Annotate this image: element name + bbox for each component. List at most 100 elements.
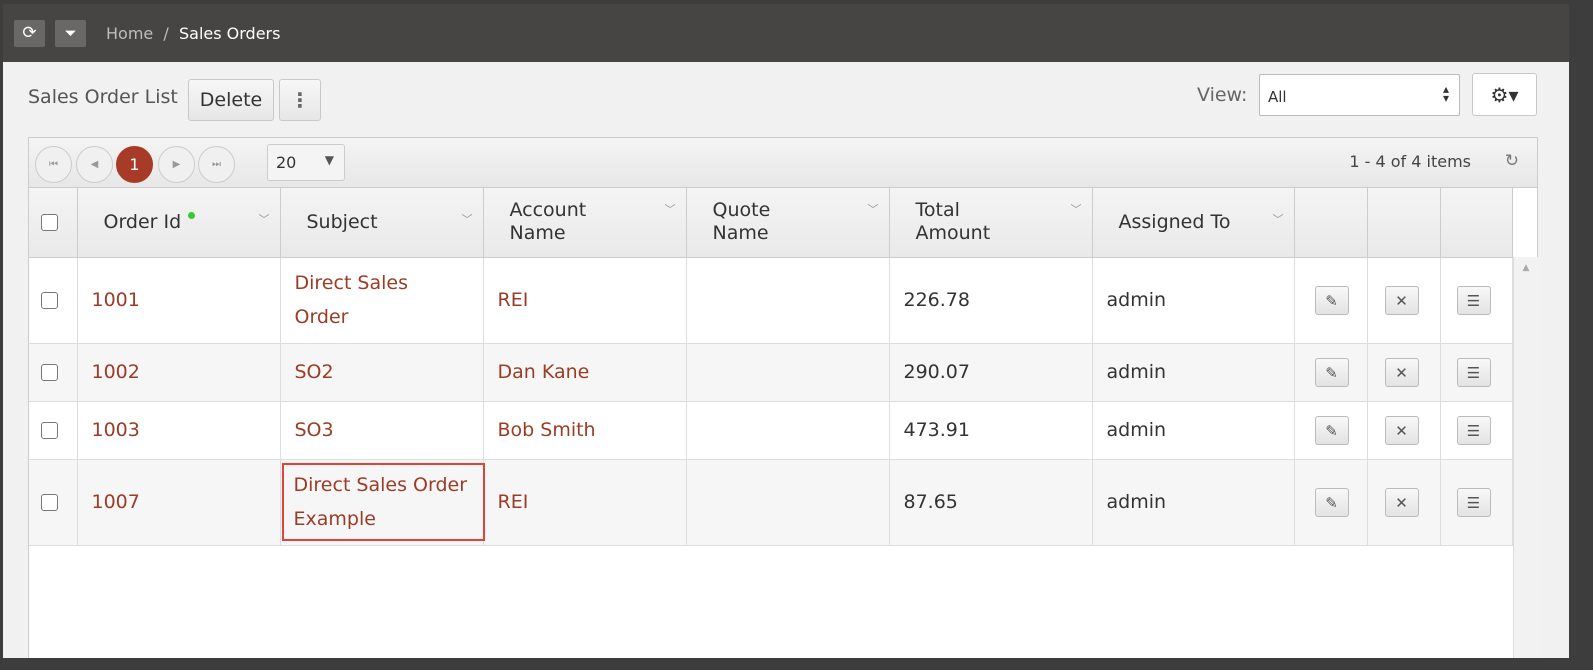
settings-button[interactable]: ⚙▾ [1472, 73, 1537, 116]
edit-pencil-icon[interactable]: ✎ [1314, 358, 1349, 387]
hamburger-menu-icon[interactable]: ☰ [1456, 286, 1491, 315]
account-link[interactable]: REI [497, 289, 529, 311]
page-1-button[interactable]: 1 [116, 146, 153, 183]
hamburger-menu-icon[interactable]: ☰ [1456, 358, 1491, 387]
col-label: Assigned To [1118, 210, 1231, 233]
app-window: ⟳ ⏷ Home / Sales Orders Sales Order List… [3, 4, 1569, 658]
quote-cell [686, 401, 890, 460]
header-row: Order Id ﹀ Subject ﹀ Account Name ﹀ Quote N… [29, 188, 1513, 258]
order-id-link[interactable]: 1002 [91, 361, 140, 383]
more-actions-button[interactable]: ⋮ [279, 79, 321, 121]
page-title: Sales Order List [28, 86, 178, 108]
col-edit [1294, 188, 1368, 258]
quote-cell [686, 459, 890, 546]
row-checkbox[interactable] [41, 422, 58, 439]
last-page-button[interactable]: ⏭ [198, 146, 235, 183]
sort-indicator-dot [187, 212, 195, 219]
row-select-cell [29, 459, 78, 546]
delete-x-icon[interactable]: ✕ [1384, 358, 1419, 387]
delete-cell: ✕ [1367, 343, 1441, 402]
order-id-cell: 1001 [77, 257, 281, 344]
assigned-cell: admin [1092, 257, 1295, 344]
delete-cell: ✕ [1367, 401, 1441, 460]
menu-cell: ☰ [1440, 257, 1513, 344]
menu-cell: ☰ [1440, 459, 1513, 546]
row-checkbox[interactable] [41, 494, 58, 511]
account-link[interactable]: Dan Kane [497, 361, 590, 383]
vertical-scrollbar[interactable]: ▲ [1513, 257, 1538, 658]
row-checkbox[interactable] [41, 364, 58, 381]
row-checkbox[interactable] [41, 292, 58, 309]
edit-pencil-icon[interactable]: ✎ [1314, 416, 1349, 445]
gear-icon: ⚙▾ [1490, 82, 1519, 107]
col-label: Order Id [103, 210, 182, 233]
delete-x-icon[interactable]: ✕ [1384, 416, 1419, 445]
account-cell: Dan Kane [483, 343, 687, 402]
col-quote-name[interactable]: Quote Name ﹀ [686, 188, 890, 258]
chevron-down-icon[interactable]: ﹀ [664, 203, 676, 216]
chevron-down-icon[interactable]: ﹀ [258, 213, 270, 226]
table-row: 1003 SO3 Bob Smith 473.91 admin ✎ ✕ ☰ [29, 401, 1513, 460]
page-size-select[interactable]: 20 ▼ [267, 144, 345, 181]
next-page-button[interactable]: ▶ [158, 146, 195, 183]
delete-cell: ✕ [1367, 459, 1441, 546]
edit-pencil-icon[interactable]: ✎ [1314, 286, 1349, 315]
col-label: Account Name [509, 199, 587, 245]
total-cell: 290.07 [889, 343, 1093, 402]
view-select[interactable]: All ▴ ▾ [1259, 74, 1460, 116]
col-label: Total Amount [915, 199, 991, 245]
order-id-link[interactable]: 1007 [91, 491, 140, 513]
filter-clear-icon[interactable]: ⏷ [55, 19, 86, 47]
subject-cell: Direct Sales Order [280, 257, 484, 344]
edit-pencil-icon[interactable]: ✎ [1314, 488, 1349, 517]
subject-link[interactable]: Direct Sales Order Example [293, 474, 468, 530]
col-order-id[interactable]: Order Id ﹀ [77, 188, 281, 258]
hamburger-menu-icon[interactable]: ☰ [1456, 416, 1491, 445]
pager-refresh-icon[interactable]: ↻ [1504, 151, 1519, 171]
chevron-down-icon[interactable]: ﹀ [1070, 203, 1082, 216]
first-page-button[interactable]: ⏮ [35, 146, 72, 183]
scroll-up-icon[interactable]: ▲ [1522, 263, 1530, 273]
col-account-name[interactable]: Account Name ﹀ [483, 188, 687, 258]
pager-info: 1 - 4 of 4 items [1349, 152, 1471, 171]
subject-cell: SO2 [280, 343, 484, 402]
dropdown-arrow-icon: ▼ [324, 153, 334, 167]
orders-table: Order Id ﹀ Subject ﹀ Account Name ﹀ Quote N… [29, 188, 1513, 546]
order-id-cell: 1007 [77, 459, 281, 546]
select-all-checkbox[interactable] [41, 213, 58, 231]
hamburger-menu-icon[interactable]: ☰ [1456, 488, 1491, 517]
subject-link[interactable]: Direct Sales Order [294, 272, 409, 328]
subject-link[interactable]: SO2 [294, 361, 334, 383]
chevron-down-icon[interactable]: ﹀ [867, 203, 879, 216]
account-cell: REI [483, 459, 687, 546]
table-row: 1007 Direct Sales Order Example REI 87.6… [29, 459, 1513, 546]
highlight-box: Direct Sales Order Example [281, 463, 485, 541]
refresh-icon[interactable]: ⟳ [14, 19, 45, 47]
prev-page-button[interactable]: ◀ [76, 146, 113, 183]
menu-cell: ☰ [1440, 343, 1513, 402]
subject-cell: Direct Sales Order Example [280, 459, 485, 546]
breadcrumb-home[interactable]: Home [106, 23, 154, 43]
quote-cell [686, 257, 890, 344]
account-link[interactable]: Bob Smith [497, 419, 596, 441]
subject-link[interactable]: SO3 [294, 419, 334, 441]
order-id-link[interactable]: 1003 [91, 419, 140, 441]
col-subject[interactable]: Subject ﹀ [280, 188, 484, 258]
col-total-amount[interactable]: Total Amount ﹀ [889, 188, 1093, 258]
total-cell: 87.65 [889, 459, 1093, 546]
assigned-cell: admin [1092, 401, 1295, 460]
delete-x-icon[interactable]: ✕ [1384, 488, 1419, 517]
breadcrumb-current: Sales Orders [178, 23, 281, 43]
order-id-cell: 1003 [77, 401, 281, 460]
col-label: Subject [306, 210, 378, 233]
chevron-down-icon[interactable]: ﹀ [1272, 213, 1284, 226]
col-assigned-to[interactable]: Assigned To ﹀ [1092, 188, 1295, 258]
edit-cell: ✎ [1294, 343, 1368, 402]
order-id-link[interactable]: 1001 [91, 289, 140, 311]
delete-button[interactable]: Delete [188, 79, 274, 121]
menu-cell: ☰ [1440, 401, 1513, 460]
delete-x-icon[interactable]: ✕ [1384, 286, 1419, 315]
pager: ⏮ ◀ 1 ▶ ⏭ 20 ▼ 1 - 4 of 4 items ↻ [29, 138, 1537, 188]
chevron-down-icon[interactable]: ﹀ [461, 213, 473, 226]
account-link[interactable]: REI [497, 491, 529, 513]
